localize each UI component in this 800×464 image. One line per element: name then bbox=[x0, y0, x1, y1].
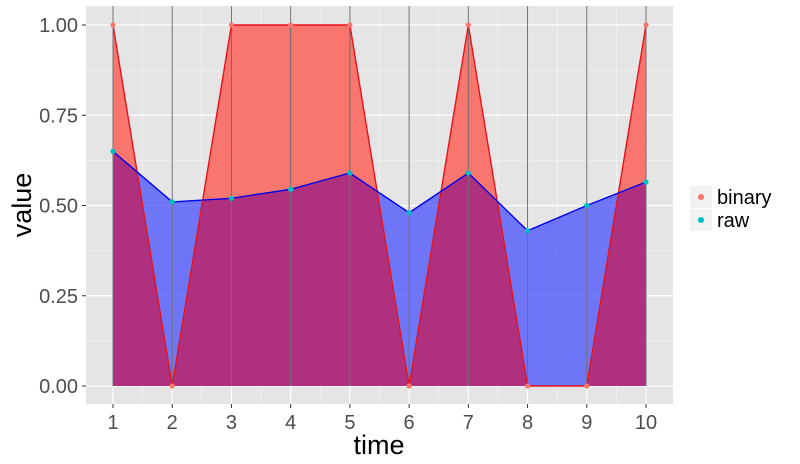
x-tick-label: 8 bbox=[522, 412, 533, 434]
x-tick-label: 4 bbox=[285, 412, 296, 434]
x-tick-label: 1 bbox=[107, 412, 118, 434]
legend-key-point bbox=[698, 217, 704, 223]
point-raw bbox=[110, 148, 116, 154]
y-tick-label: 0.00 bbox=[39, 376, 78, 398]
point-raw bbox=[288, 186, 294, 192]
legend-label: raw bbox=[717, 210, 750, 232]
x-axis-title: time bbox=[353, 430, 404, 460]
x-tick-label: 3 bbox=[226, 412, 237, 434]
point-binary bbox=[288, 22, 294, 28]
y-axis: 0.00 0.25 0.50 0.75 1.00 bbox=[39, 15, 86, 398]
point-binary bbox=[584, 383, 590, 389]
point-binary bbox=[228, 22, 235, 28]
x-axis: 1 2 3 4 5 6 7 8 9 10 bbox=[107, 404, 657, 434]
x-tick-label: 10 bbox=[635, 412, 657, 434]
point-binary bbox=[347, 22, 353, 28]
point-binary bbox=[524, 383, 531, 389]
point-binary bbox=[169, 383, 175, 389]
point-raw bbox=[347, 170, 353, 176]
legend-key-point bbox=[698, 194, 704, 200]
y-tick-label: 1.00 bbox=[39, 15, 78, 37]
y-tick-label: 0.75 bbox=[39, 105, 78, 127]
point-raw bbox=[524, 228, 531, 234]
line-binary bbox=[112, 24, 647, 387]
point-binary bbox=[465, 22, 471, 28]
point-raw bbox=[584, 202, 590, 209]
x-tick-label: 7 bbox=[463, 412, 474, 434]
legend-label: binary bbox=[717, 187, 771, 209]
point-raw bbox=[406, 210, 412, 216]
x-tick-label: 9 bbox=[581, 412, 592, 434]
y-axis-title: value bbox=[7, 173, 37, 238]
y-tick-label: 0.50 bbox=[39, 196, 78, 218]
point-binary bbox=[406, 383, 412, 389]
x-tick-label: 2 bbox=[167, 412, 178, 434]
series-points bbox=[110, 22, 649, 389]
point-binary bbox=[110, 22, 116, 28]
point-raw bbox=[228, 195, 235, 201]
line-raw bbox=[112, 150, 647, 232]
point-raw bbox=[169, 199, 175, 205]
series-lines bbox=[112, 24, 647, 387]
point-raw bbox=[643, 179, 649, 185]
x-tick-label: 6 bbox=[404, 412, 415, 434]
point-raw bbox=[465, 170, 471, 176]
y-tick-label: 0.25 bbox=[39, 286, 78, 308]
point-binary bbox=[643, 22, 649, 28]
x-tick-label: 5 bbox=[344, 412, 355, 434]
